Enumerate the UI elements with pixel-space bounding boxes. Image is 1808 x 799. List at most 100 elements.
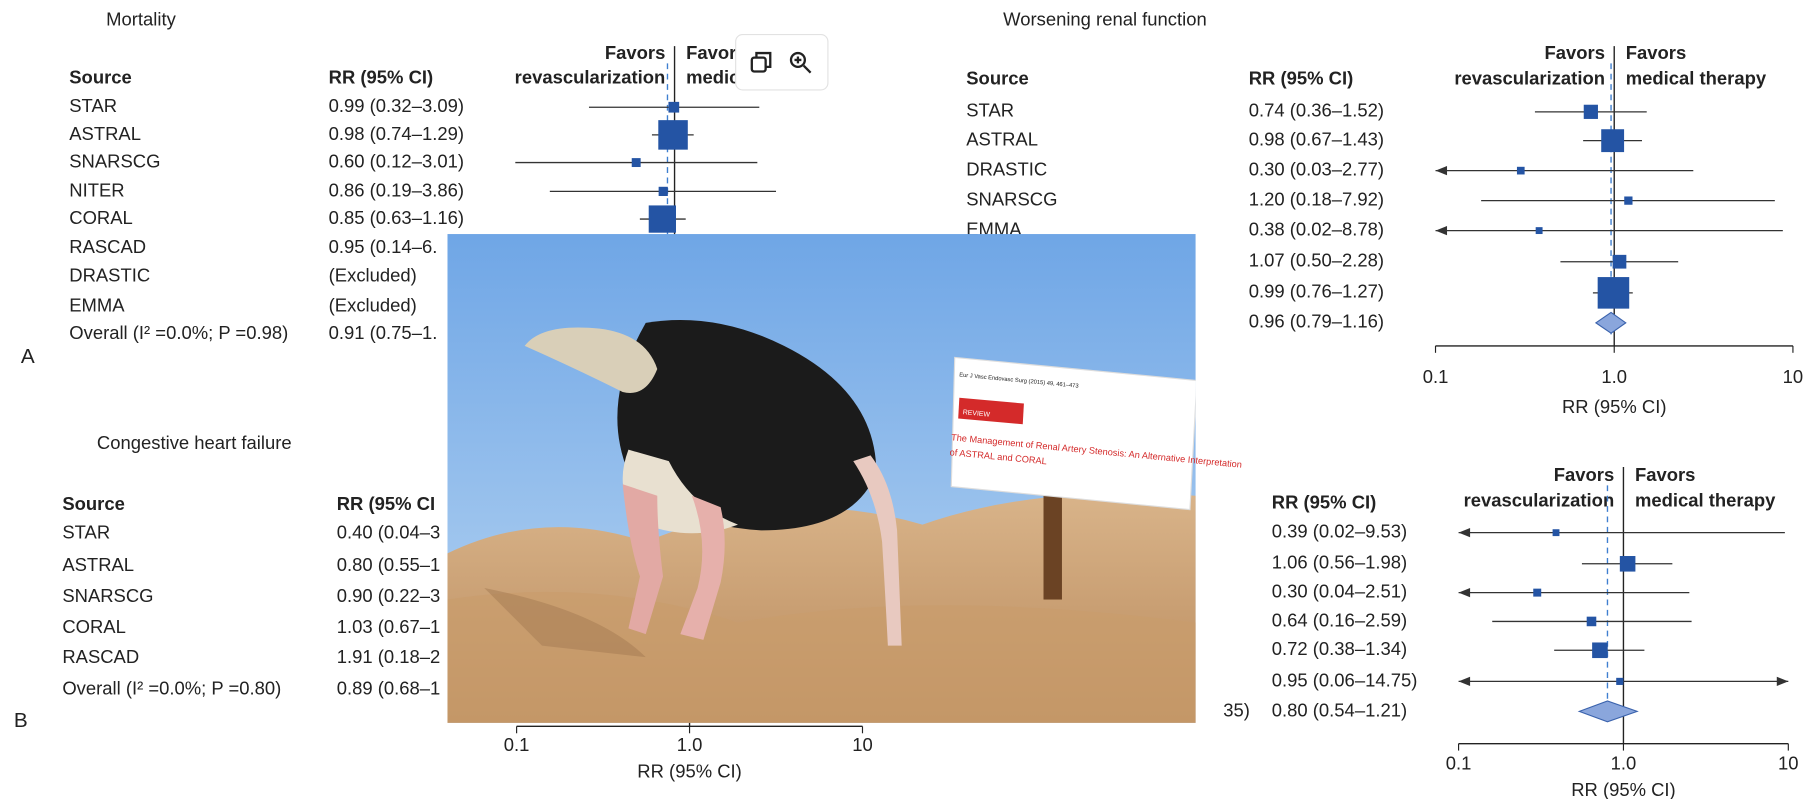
- value-label: 0.30 (0.03–2.77): [1249, 159, 1384, 180]
- value-label: 0.40 (0.04–3: [337, 522, 441, 543]
- source-label: 35): [1223, 699, 1250, 720]
- favors-label: medical therapy: [1626, 67, 1767, 88]
- favors-label: Favors: [1554, 464, 1614, 485]
- favors-label: revascularization: [1464, 489, 1615, 510]
- column-header: RR (95% CI: [337, 493, 435, 514]
- column-header: Source: [966, 67, 1029, 88]
- x-tick-label: 10: [1783, 366, 1804, 387]
- column-header: RR (95% CI): [1272, 492, 1377, 513]
- value-label: 0.90 (0.22–3: [337, 585, 441, 606]
- source-label: ASTRAL: [62, 554, 134, 575]
- value-label: 1.07 (0.50–2.28): [1249, 250, 1384, 271]
- source-label: Overall (I² =0.0%; P =0.80): [62, 677, 281, 698]
- figure: A B Mortality Source RR (95% CI) Favors reva…: [0, 0, 1808, 799]
- toolbar: [736, 35, 828, 90]
- column-header: RR (95% CI): [1249, 67, 1354, 88]
- value-label: 0.72 (0.38–1.34): [1272, 638, 1407, 659]
- source-label: CORAL: [62, 616, 126, 637]
- panel-label: A: [21, 345, 35, 368]
- estimate-square: [1533, 589, 1541, 597]
- favors-label: Favors: [1545, 42, 1605, 63]
- image-toolbar: [736, 35, 828, 90]
- estimate-square: [1517, 167, 1525, 175]
- estimate-square: [1587, 617, 1597, 627]
- estimate-square: [1624, 196, 1632, 204]
- value-label: 0.85 (0.63–1.16): [329, 207, 464, 228]
- value-label: 0.95 (0.14–6.: [329, 236, 438, 257]
- source-label: STAR: [966, 100, 1014, 121]
- source-label: STAR: [62, 522, 110, 543]
- estimate-square: [1613, 255, 1627, 269]
- value-label: 0.39 (0.02–9.53): [1272, 521, 1407, 542]
- favors-label: Favors: [605, 42, 665, 63]
- favors-label: revascularization: [1454, 67, 1605, 88]
- source-label: RASCAD: [69, 236, 146, 257]
- value-label: 0.89 (0.68–1: [337, 677, 441, 698]
- value-label: 0.95 (0.06–14.75): [1272, 669, 1418, 690]
- favors-label: medical therapy: [1635, 489, 1776, 510]
- source-label: CORAL: [69, 207, 133, 228]
- estimate-square: [658, 120, 688, 150]
- source-label: DRASTIC: [966, 159, 1047, 180]
- estimate-square: [659, 187, 668, 196]
- chart-title: Worsening renal function: [1003, 9, 1207, 30]
- favors-label: Favors: [1626, 42, 1686, 63]
- value-label: 0.38 (0.02–8.78): [1249, 218, 1384, 239]
- source-label: SNARSCG: [69, 150, 160, 171]
- estimate-square: [632, 158, 641, 167]
- value-label: 0.64 (0.16–2.59): [1272, 609, 1407, 630]
- value-label: (Excluded): [329, 265, 417, 286]
- source-label: SNARSCG: [966, 188, 1057, 209]
- x-axis-label: RR (95% CI): [637, 760, 742, 781]
- value-label: 0.99 (0.76–1.27): [1249, 281, 1384, 302]
- column-header: RR (95% CI): [329, 66, 433, 87]
- source-label: ASTRAL: [69, 123, 141, 144]
- value-label: 0.30 (0.04–2.51): [1272, 580, 1407, 601]
- value-label: 1.03 (0.67–1: [337, 616, 441, 637]
- value-label: 0.96 (0.79–1.16): [1249, 311, 1384, 332]
- ostrich-photo: Eur J Vasc Endovasc Surg (2015) 49, 461–…: [447, 234, 1248, 723]
- estimate-square: [649, 205, 676, 232]
- value-label: 0.99 (0.32–3.09): [329, 95, 464, 116]
- x-tick-label: 0.1: [504, 734, 530, 755]
- x-tick-label: 10: [1778, 752, 1799, 773]
- value-label: 0.60 (0.12–3.01): [329, 150, 464, 171]
- x-axis-label: RR (95% CI): [1571, 779, 1676, 799]
- source-label: ASTRAL: [966, 129, 1038, 150]
- x-tick-label: 10: [852, 734, 873, 755]
- x-axis-label: RR (95% CI): [1562, 396, 1667, 417]
- favors-label: Favors: [1635, 464, 1695, 485]
- favors-label: revascularization: [515, 66, 666, 87]
- column-header: Source: [62, 493, 125, 514]
- x-tick-label: 1.0: [1611, 752, 1637, 773]
- panel-label: B: [14, 709, 28, 732]
- estimate-square: [1592, 642, 1608, 658]
- value-label: 0.86 (0.19–3.86): [329, 179, 464, 200]
- value-label: 0.80 (0.55–1: [337, 554, 441, 575]
- value-label: 1.06 (0.56–1.98): [1272, 552, 1407, 573]
- value-label: 0.74 (0.36–1.52): [1249, 100, 1384, 121]
- source-label: SNARSCG: [62, 585, 153, 606]
- x-tick-label: 1.0: [1601, 366, 1627, 387]
- value-label: 1.20 (0.18–7.92): [1249, 188, 1384, 209]
- page: {"panel_labels": ["A", "B"], "chart_data…: [0, 0, 1808, 799]
- source-label: DRASTIC: [69, 265, 150, 286]
- source-label: NITER: [69, 179, 124, 200]
- estimate-square: [668, 102, 679, 113]
- source-label: Overall (I² =0.0%; P =0.98): [69, 322, 288, 343]
- estimate-square: [1536, 227, 1543, 234]
- column-header: Source: [69, 66, 132, 87]
- source-label: EMMA: [69, 295, 125, 316]
- value-label: 0.80 (0.54–1.21): [1272, 699, 1407, 720]
- value-label: (Excluded): [329, 295, 417, 316]
- x-tick-label: 0.1: [1446, 752, 1472, 773]
- estimate-square: [1584, 105, 1598, 119]
- x-tick-label: 0.1: [1423, 366, 1449, 387]
- chart-title: Mortality: [106, 9, 176, 30]
- source-label: STAR: [69, 95, 117, 116]
- estimate-square: [1598, 277, 1630, 309]
- estimate-square: [1601, 129, 1624, 152]
- estimate-square: [1553, 529, 1560, 536]
- chart-title: Congestive heart failure: [97, 432, 292, 453]
- value-label: 0.98 (0.67–1.43): [1249, 129, 1384, 150]
